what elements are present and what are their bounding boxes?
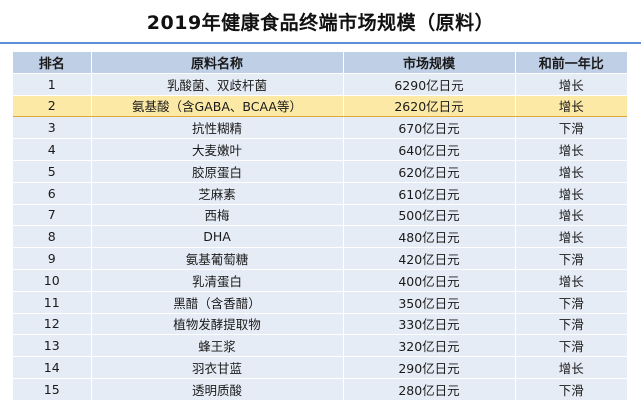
header-market-size: 市场规模 <box>342 52 515 74</box>
trend-cell: 下滑 <box>514 247 627 270</box>
rank-cell: 10 <box>13 269 91 292</box>
trend-cell: 增长 <box>514 225 627 249</box>
trend-cell: 增长 <box>514 356 627 379</box>
rank-cell: 7 <box>13 204 91 227</box>
rank-cell: 8 <box>13 225 91 249</box>
market-size-cell: 290亿日元 <box>342 356 515 379</box>
market-size-cell: 620亿日元 <box>342 160 515 183</box>
table-row: 13 蜂王浆 320亿日元 下滑 <box>13 334 627 358</box>
rank-cell: 15 <box>13 378 91 401</box>
ingredient-name-cell: 乳清蛋白 <box>90 269 343 292</box>
trend-cell: 增长 <box>514 182 627 205</box>
market-size-cell: 330亿日元 <box>342 313 515 336</box>
table-row: 14 羽衣甘蓝 290亿日元 增长 <box>13 356 627 379</box>
ingredient-name-cell: 西梅 <box>90 204 343 227</box>
market-size-cell: 350亿日元 <box>342 291 515 314</box>
rank-cell: 1 <box>13 73 91 96</box>
ingredient-name-cell: 羽衣甘蓝 <box>90 356 343 379</box>
ingredient-name-cell: 抗性糊精 <box>90 116 343 140</box>
rank-cell: 6 <box>13 182 91 205</box>
ingredient-name-cell: 氨基葡萄糖 <box>90 247 343 270</box>
table-row: 2 氨基酸（含GABA、BCAA等） 2620亿日元 增长 <box>13 94 627 118</box>
table-row: 6 芝麻素 610亿日元 增长 <box>13 182 627 205</box>
market-size-cell: 320亿日元 <box>342 334 515 358</box>
trend-cell: 增长 <box>514 160 627 183</box>
market-size-cell: 640亿日元 <box>342 138 515 161</box>
page-title: 2019年健康食品终端市场规模（原料） <box>146 12 495 34</box>
ingredient-name-cell: 乳酸菌、双歧杆菌 <box>90 73 343 96</box>
trend-cell: 增长 <box>514 269 627 292</box>
market-size-cell: 420亿日元 <box>342 247 515 270</box>
title-divider <box>0 42 641 44</box>
trend-cell: 增长 <box>514 204 627 227</box>
trend-cell: 下滑 <box>514 378 627 401</box>
table-row: 7 西梅 500亿日元 增长 <box>13 204 627 227</box>
market-size-cell: 500亿日元 <box>342 204 515 227</box>
rank-cell: 4 <box>13 138 91 161</box>
rank-cell: 5 <box>13 160 91 183</box>
market-size-table: 排名 原料名称 市场规模 和前一年比 1 乳酸菌、双歧杆菌 6290亿日元 增长 2 氨基… <box>13 52 627 401</box>
ingredient-name-cell: 蜂王浆 <box>90 334 343 358</box>
header-year-over-year: 和前一年比 <box>514 52 627 74</box>
market-size-cell: 2620亿日元 <box>342 94 515 118</box>
header-rank: 排名 <box>13 52 91 74</box>
table-row: 15 透明质酸 280亿日元 下滑 <box>13 378 627 401</box>
market-size-cell: 480亿日元 <box>342 225 515 249</box>
trend-cell: 增长 <box>514 73 627 96</box>
market-size-cell: 280亿日元 <box>342 378 515 401</box>
trend-cell: 下滑 <box>514 291 627 314</box>
table-row: 5 胶原蛋白 620亿日元 增长 <box>13 160 627 183</box>
ingredient-name-cell: 大麦嫩叶 <box>90 138 343 161</box>
trend-cell: 下滑 <box>514 334 627 358</box>
market-size-cell: 6290亿日元 <box>342 73 515 96</box>
rank-cell: 12 <box>13 313 91 336</box>
market-size-cell: 610亿日元 <box>342 182 515 205</box>
ingredient-name-cell: 氨基酸（含GABA、BCAA等） <box>90 94 343 118</box>
market-size-cell: 400亿日元 <box>342 269 515 292</box>
rank-cell: 3 <box>13 116 91 140</box>
table-header-row: 排名 原料名称 市场规模 和前一年比 <box>13 52 627 74</box>
table-row: 8 DHA 480亿日元 增长 <box>13 225 627 249</box>
trend-cell: 下滑 <box>514 116 627 140</box>
table-row: 12 植物发酵提取物 330亿日元 下滑 <box>13 313 627 336</box>
table-row: 1 乳酸菌、双歧杆菌 6290亿日元 增长 <box>13 73 627 96</box>
trend-cell: 增长 <box>514 138 627 161</box>
ingredient-name-cell: 透明质酸 <box>90 378 343 401</box>
ingredient-name-cell: 黑醋（含香醋） <box>90 291 343 314</box>
trend-cell: 增长 <box>514 94 627 118</box>
table-row: 3 抗性糊精 670亿日元 下滑 <box>13 116 627 140</box>
rank-cell: 9 <box>13 247 91 270</box>
table-row: 4 大麦嫩叶 640亿日元 增长 <box>13 138 627 161</box>
ingredient-name-cell: 芝麻素 <box>90 182 343 205</box>
rank-cell: 11 <box>13 291 91 314</box>
table-row: 10 乳清蛋白 400亿日元 增长 <box>13 269 627 292</box>
trend-cell: 下滑 <box>514 313 627 336</box>
table-row: 9 氨基葡萄糖 420亿日元 下滑 <box>13 247 627 270</box>
ingredient-name-cell: DHA <box>90 225 343 249</box>
rank-cell: 14 <box>13 356 91 379</box>
rank-cell: 13 <box>13 334 91 358</box>
header-ingredient-name: 原料名称 <box>90 52 343 74</box>
rank-cell: 2 <box>13 94 91 118</box>
table-row: 11 黑醋（含香醋） 350亿日元 下滑 <box>13 291 627 314</box>
market-size-cell: 670亿日元 <box>342 116 515 140</box>
ingredient-name-cell: 胶原蛋白 <box>90 160 343 183</box>
ingredient-name-cell: 植物发酵提取物 <box>90 313 343 336</box>
